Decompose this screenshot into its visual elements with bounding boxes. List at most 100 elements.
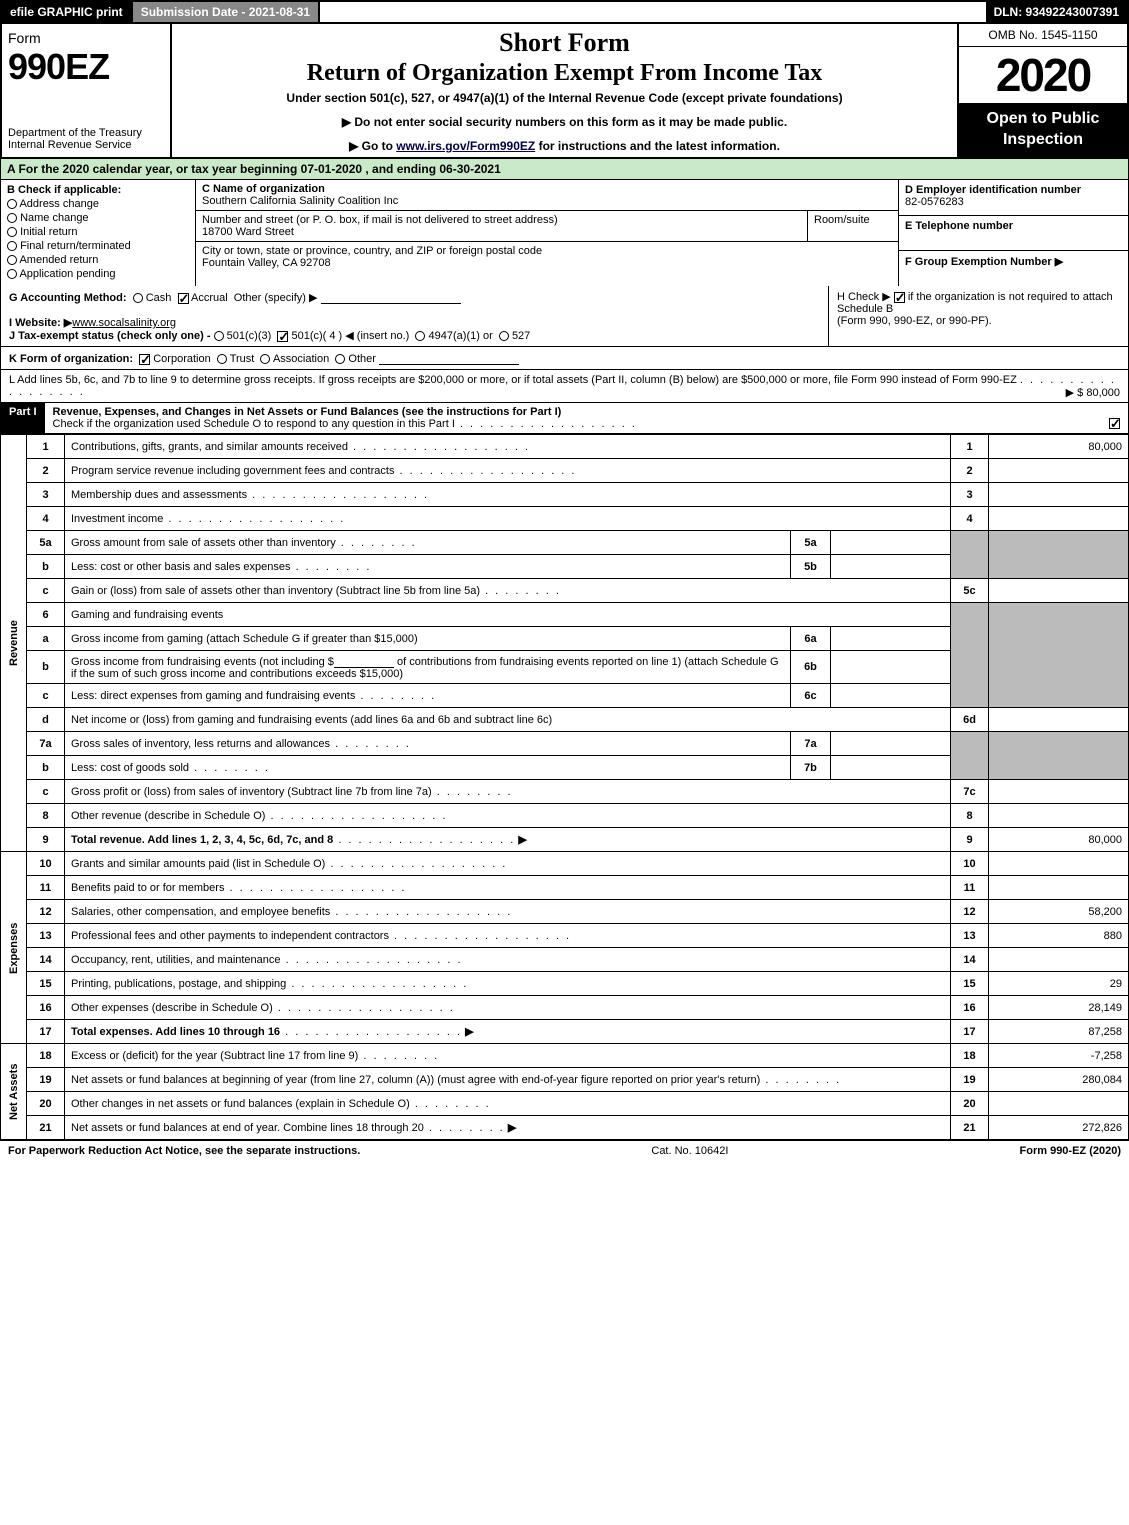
table-row: c Gain or (loss) from sale of assets oth… xyxy=(1,579,1129,603)
unchecked-icon[interactable] xyxy=(335,354,345,364)
checked-icon[interactable] xyxy=(277,331,288,342)
unchecked-icon[interactable] xyxy=(415,331,425,341)
dots-icon xyxy=(355,690,436,702)
table-row: 15 Printing, publications, postage, and … xyxy=(1,972,1129,996)
dots-icon xyxy=(333,834,515,846)
department-label: Department of the Treasury Internal Reve… xyxy=(8,127,164,151)
form-header: Form 990EZ Department of the Treasury In… xyxy=(0,24,1129,159)
dots-icon xyxy=(224,882,406,894)
unchecked-icon[interactable] xyxy=(133,293,143,303)
dots-icon xyxy=(325,858,507,870)
part-i-header: Part I Revenue, Expenses, and Changes in… xyxy=(0,403,1129,434)
dots-icon xyxy=(432,786,513,798)
org-name-cell: C Name of organization Southern Californ… xyxy=(196,180,898,211)
arrow-icon: ▶ xyxy=(508,1122,516,1134)
dots-icon xyxy=(330,738,411,750)
website-value[interactable]: www.socalsalinity.org xyxy=(72,317,176,329)
dots-icon xyxy=(163,513,345,525)
dots-icon xyxy=(291,561,372,573)
org-name: Southern California Salinity Coalition I… xyxy=(202,195,398,207)
line-text: Contributions, gifts, grants, and simila… xyxy=(65,435,951,459)
label-phone: E Telephone number xyxy=(905,220,1013,232)
unchecked-icon[interactable] xyxy=(214,331,224,341)
table-row: 11 Benefits paid to or for members 11 xyxy=(1,876,1129,900)
other-org-input[interactable] xyxy=(379,351,519,365)
checked-icon[interactable] xyxy=(894,292,905,303)
entity-info-block: B Check if applicable: Address change Na… xyxy=(0,180,1129,286)
shaded-cell xyxy=(989,603,1129,708)
revenue-side-label: Revenue xyxy=(1,435,27,852)
shaded-cell xyxy=(951,531,989,579)
expenses-side-label: Expenses xyxy=(1,852,27,1044)
shaded-cell xyxy=(989,531,1129,579)
efile-print-label[interactable]: efile GRAPHIC print xyxy=(2,2,133,22)
dln-label: DLN: 93492243007391 xyxy=(986,2,1127,22)
subtitle: Under section 501(c), 527, or 4947(a)(1)… xyxy=(202,91,927,105)
label-city: City or town, state or province, country… xyxy=(202,245,542,257)
chk-name-change[interactable]: Name change xyxy=(7,212,189,224)
table-row: Revenue 1 Contributions, gifts, grants, … xyxy=(1,435,1129,459)
opt-other: Other (specify) ▶ xyxy=(234,292,318,304)
dots-icon xyxy=(273,1002,455,1014)
box-f: F Group Exemption Number ▶ xyxy=(899,251,1128,286)
table-row: c Gross profit or (loss) from sales of i… xyxy=(1,780,1129,804)
unchecked-icon xyxy=(7,227,17,237)
label-room: Room/suite xyxy=(814,214,870,226)
ein-value: 82-0576283 xyxy=(905,196,964,208)
checked-icon[interactable] xyxy=(1109,418,1120,429)
label-group-exemption: F Group Exemption Number ▶ xyxy=(905,256,1063,268)
unchecked-icon xyxy=(7,269,17,279)
table-row: 13 Professional fees and other payments … xyxy=(1,924,1129,948)
label-website: I Website: ▶ xyxy=(9,317,72,329)
dots-icon xyxy=(265,810,447,822)
city-value: Fountain Valley, CA 92708 xyxy=(202,257,331,269)
checked-icon[interactable] xyxy=(139,354,150,365)
dots-icon xyxy=(330,906,512,918)
table-row: 3 Membership dues and assessments 3 xyxy=(1,483,1129,507)
footer-cat-no: Cat. No. 10642I xyxy=(651,1145,728,1157)
line-a-tax-year: A For the 2020 calendar year, or tax yea… xyxy=(0,159,1129,180)
form-word: Form xyxy=(8,30,164,46)
chk-final-return[interactable]: Final return/terminated xyxy=(7,240,189,252)
irs-link[interactable]: www.irs.gov/Form990EZ xyxy=(396,139,535,153)
instruct-post: for instructions and the latest informat… xyxy=(535,139,780,153)
net-assets-side-label: Net Assets xyxy=(1,1044,27,1140)
dots-icon xyxy=(410,1098,491,1110)
chk-address-change[interactable]: Address change xyxy=(7,198,189,210)
table-row: 7a Gross sales of inventory, less return… xyxy=(1,732,1129,756)
label-accounting: G Accounting Method: xyxy=(9,292,127,304)
table-row: Expenses 10 Grants and similar amounts p… xyxy=(1,852,1129,876)
tax-year: 2020 xyxy=(959,47,1127,103)
box-b-label: B Check if applicable: xyxy=(7,184,121,196)
top-bar: efile GRAPHIC print Submission Date - 20… xyxy=(0,0,1129,24)
table-row: 8 Other revenue (describe in Schedule O)… xyxy=(1,804,1129,828)
instruct-pre: ▶ Go to xyxy=(349,139,396,153)
chk-amended-return[interactable]: Amended return xyxy=(7,254,189,266)
chk-initial-return[interactable]: Initial return xyxy=(7,226,189,238)
chk-application-pending[interactable]: Application pending xyxy=(7,268,189,280)
box-c: C Name of organization Southern Californ… xyxy=(196,180,898,286)
submission-date-label: Submission Date - 2021-08-31 xyxy=(133,2,320,22)
unchecked-icon xyxy=(7,213,17,223)
table-row: 9 Total revenue. Add lines 1, 2, 3, 4, 5… xyxy=(1,828,1129,852)
opt-accrual: Accrual xyxy=(191,292,228,304)
dots-icon xyxy=(455,418,637,430)
h-text3: (Form 990, 990-EZ, or 990-PF). xyxy=(837,315,992,327)
header-center: Short Form Return of Organization Exempt… xyxy=(172,24,957,157)
arrow-icon: ▶ xyxy=(465,1026,473,1038)
contrib-input[interactable] xyxy=(334,654,394,668)
checked-icon[interactable] xyxy=(178,293,189,304)
other-input[interactable] xyxy=(321,290,461,304)
part-i-label: Part I xyxy=(1,403,45,433)
unchecked-icon[interactable] xyxy=(217,354,227,364)
unchecked-icon[interactable] xyxy=(499,331,509,341)
footer-form-ref: Form 990-EZ (2020) xyxy=(1020,1145,1121,1157)
label-org-name: C Name of organization xyxy=(202,183,325,195)
part-i-table: Revenue 1 Contributions, gifts, grants, … xyxy=(0,434,1129,1140)
omb-number: OMB No. 1545-1150 xyxy=(959,24,1127,47)
unchecked-icon xyxy=(7,199,17,209)
unchecked-icon xyxy=(7,241,17,251)
unchecked-icon[interactable] xyxy=(260,354,270,364)
title-short-form: Short Form xyxy=(202,28,927,58)
label-tax-exempt: J Tax-exempt status (check only one) - xyxy=(9,330,211,342)
